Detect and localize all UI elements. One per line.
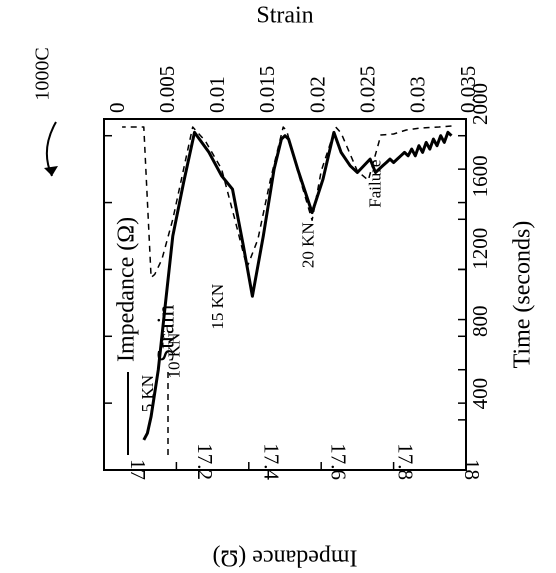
corner-arrowhead [44,166,58,176]
strain-tick-label: 0.025 [356,66,380,113]
strain-tick-label: 0.005 [155,66,179,113]
x-tick-label: 800 [468,305,492,337]
strain-axis-title: Strain [256,3,313,29]
x-tick-label: 1600 [468,155,492,197]
legend-label: Impedance (Ω) [114,217,140,362]
annotation-label: 10 KN [165,333,184,379]
x-axis-title: Time (seconds) [510,221,536,369]
strain-tick-label: 0.03 [406,76,430,113]
x-tick-label: 1200 [468,228,492,270]
y-tick-label: 17.8 [393,443,417,480]
y-tick-label: 17.4 [260,443,284,480]
y-axis-title: Impedance (Ω) [212,544,357,570]
strain-series-line [122,125,452,279]
annotation-label: 5 KN [138,375,157,412]
y-tick-label: 17.2 [193,443,217,480]
x-tick-label: 2000 [468,83,492,125]
x-tick-label: 400 [468,378,492,410]
y-tick-label: 18 [460,459,484,480]
strain-tick-label: 0.035 [456,66,480,113]
strain-tick-label: 0.015 [255,66,279,113]
x-axis-ticks: 400 800 1200 1600 2000 [103,83,492,470]
y-tick-label: 17.6 [326,443,350,480]
corner-label: 1000C [32,47,54,100]
legend-label: Strain [154,305,180,362]
annotation-label: Failure [365,160,384,208]
impedance-series-line [142,130,453,441]
strain-tick-label: 0.01 [205,76,229,113]
annotation-label: 15 KN [208,284,227,330]
y-axis-ticks: 17 17.2 17.4 17.6 17.8 18 [104,134,484,481]
plot-frame [103,118,467,471]
strain-tick-label: 0 [105,103,129,114]
strain-tick-label: 0.02 [305,76,329,113]
legend: Impedance (Ω) Strain [114,217,180,455]
annotation-label: 20 KN [298,222,317,268]
y-tick-label: 17 [126,459,150,480]
strain-axis-ticks: 0 0.005 0.01 0.015 0.02 0.025 0.03 0.035 [105,66,480,471]
annotations: 5 KN 10 KN 15 KN 20 KN Failure [138,160,384,413]
